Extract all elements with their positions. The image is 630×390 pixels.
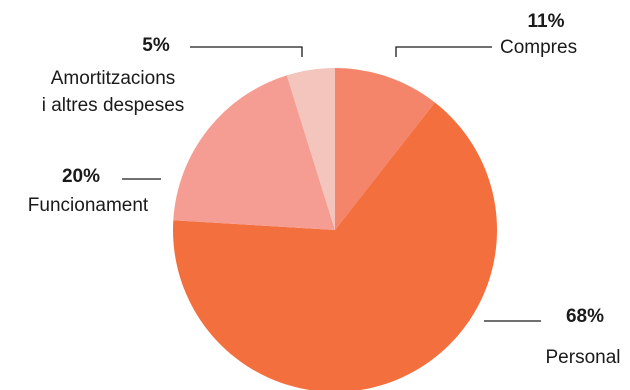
slice-label-personal: Personal [546,347,621,368]
slice-label-amortitzacions-line-1: Amortitzacions [51,68,176,89]
pie-slice-funcionament [173,75,335,230]
slice-label-group-personal: 68% Personal [484,306,621,368]
leader-line-compres [395,46,492,57]
slice-percent-amortitzacions: 5% [142,35,170,56]
slice-label-group-amortitzacions: 5% Amortitzacions i altres despeses [42,35,303,116]
slices-layer [173,68,498,390]
pie-slice-personal [173,102,498,390]
slice-label-group-compres: 11% Compres [395,11,577,58]
slice-label-amortitzacions-line-2: i altres despeses [42,95,185,116]
slice-percent-personal: 68% [566,306,604,327]
pie-slice-amortitzacions [286,68,335,230]
slice-percent-compres: 11% [528,11,565,32]
slice-label-funcionament: Funcionament [28,195,149,216]
slice-percent-funcionament: 20% [62,166,100,187]
slice-label-group-funcionament: 20% Funcionament [28,166,161,216]
pie-slice-compres [335,68,435,230]
slice-label-compres: Compres [500,37,577,58]
leader-line-amortitzacions [190,46,303,57]
